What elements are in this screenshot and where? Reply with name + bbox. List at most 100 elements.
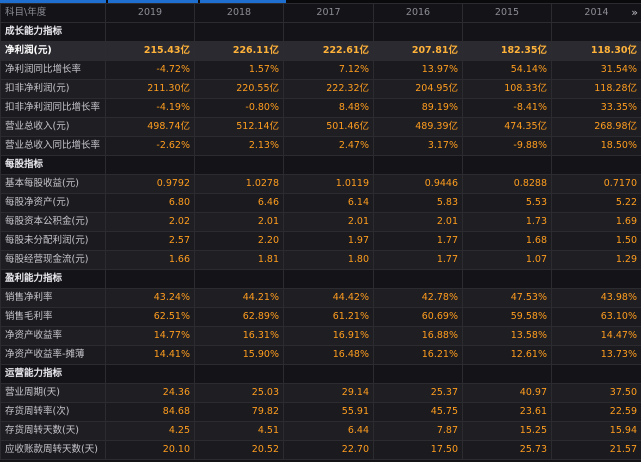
tab-indicator[interactable] xyxy=(0,0,106,3)
value-cell: 1.77 xyxy=(373,231,463,251)
value-cell: -9.88% xyxy=(462,136,552,156)
section-header-row: 运营能力指标 xyxy=(0,364,641,384)
value-cell: 12.61% xyxy=(462,345,552,365)
table-row[interactable]: 营业总收入(元) 498.74亿 512.14亿 501.46亿 489.39亿 474.… xyxy=(0,117,641,137)
value-cell: 14.41% xyxy=(105,345,195,365)
table-row[interactable]: 净利润(元) 215.43亿 226.11亿 222.61亿 207.81亿 182.35… xyxy=(0,41,641,61)
value-cell: 59.58% xyxy=(462,307,552,327)
value-cell: 5.22 xyxy=(551,193,641,213)
table-row[interactable]: 净利润同比增长率 -4.72% 1.57% 7.12% 13.97% 54.14% 31.5… xyxy=(0,60,641,80)
section-blank-cell xyxy=(462,22,552,42)
value-cell: 108.33亿 xyxy=(462,79,552,99)
value-cell: 1.80 xyxy=(283,250,374,270)
row-label: 存货周转天数(天) xyxy=(0,421,106,441)
year-header[interactable]: 2015 xyxy=(462,3,552,23)
value-cell: 25.03 xyxy=(194,383,284,403)
tab-indicator[interactable] xyxy=(200,0,286,3)
table-row[interactable]: 每股经营现金流(元) 1.66 1.81 1.80 1.77 1.07 1.29 xyxy=(0,250,641,270)
value-cell: 1.81 xyxy=(194,250,284,270)
value-cell: 79.82 xyxy=(194,402,284,422)
tab-indicator[interactable] xyxy=(108,0,198,3)
section-blank-cell xyxy=(373,269,463,289)
table-row[interactable]: 存货周转率(次) 84.68 79.82 55.91 45.75 23.61 22.59 xyxy=(0,402,641,422)
section-blank-cell xyxy=(551,269,641,289)
table-row[interactable]: 每股未分配利润(元) 2.57 2.20 1.97 1.77 1.68 1.50 xyxy=(0,231,641,251)
row-label: 净利润(元) xyxy=(0,41,106,61)
table-row[interactable]: 扣非净利润同比增长率 -4.19% -0.80% 8.48% 89.19% -8.41% 3… xyxy=(0,98,641,118)
value-cell: 62.51% xyxy=(105,307,195,327)
value-cell: 501.46亿 xyxy=(283,117,374,137)
value-cell: 222.61亿 xyxy=(283,41,374,61)
section-blank-cell xyxy=(283,269,374,289)
section-title: 成长能力指标 xyxy=(0,22,106,42)
value-cell: -4.72% xyxy=(105,60,195,80)
value-cell: 268.98亿 xyxy=(551,117,641,137)
table-row[interactable]: 净资产收益率-摊薄 14.41% 15.90% 16.48% 16.21% 12.61% 1… xyxy=(0,345,641,365)
value-cell: 207.81亿 xyxy=(373,41,463,61)
value-cell: 24.36 xyxy=(105,383,195,403)
value-cell: 21.57 xyxy=(551,440,641,460)
value-cell: 489.39亿 xyxy=(373,117,463,137)
value-cell: 25.73 xyxy=(462,440,552,460)
section-blank-cell xyxy=(194,269,284,289)
row-label: 基本每股收益(元) xyxy=(0,174,106,194)
value-cell: 1.29 xyxy=(551,250,641,270)
section-blank-cell xyxy=(462,269,552,289)
value-cell: 89.19% xyxy=(373,98,463,118)
section-blank-cell xyxy=(105,155,195,175)
year-header[interactable]: 2014 » xyxy=(551,3,641,23)
row-label: 扣非净利润同比增长率 xyxy=(0,98,106,118)
indicator-table: 科目\年度 2019 2018 2017 2016 2015 2014 » 成长能力指标 净利润(… xyxy=(0,3,641,460)
value-cell: 0.8288 xyxy=(462,174,552,194)
table-row[interactable]: 营业周期(天) 24.36 25.03 29.14 25.37 40.97 37.50 xyxy=(0,383,641,403)
value-cell: 5.53 xyxy=(462,193,552,213)
table-row[interactable]: 营业总收入同比增长率 -2.62% 2.13% 2.47% 3.17% -9.88% 18.… xyxy=(0,136,641,156)
table-row[interactable]: 销售净利率 43.24% 44.21% 44.42% 42.78% 47.53% 43.98… xyxy=(0,288,641,308)
row-label: 应收账款周转天数(天) xyxy=(0,440,106,460)
value-cell: 60.69% xyxy=(373,307,463,327)
value-cell: 20.10 xyxy=(105,440,195,460)
value-cell: 2.01 xyxy=(283,212,374,232)
section-blank-cell xyxy=(283,22,374,42)
value-cell: 14.47% xyxy=(551,326,641,346)
table-row[interactable]: 存货周转天数(天) 4.25 4.51 6.44 7.87 15.25 15.94 xyxy=(0,421,641,441)
year-header[interactable]: 2017 xyxy=(283,3,374,23)
value-cell: -0.80% xyxy=(194,98,284,118)
section-blank-cell xyxy=(551,364,641,384)
value-cell: 4.25 xyxy=(105,421,195,441)
year-header[interactable]: 2018 xyxy=(194,3,284,23)
value-cell: 5.83 xyxy=(373,193,463,213)
value-cell: 47.53% xyxy=(462,288,552,308)
row-label: 销售毛利率 xyxy=(0,307,106,327)
table-row[interactable]: 每股净资产(元) 6.80 6.46 6.14 5.83 5.53 5.22 xyxy=(0,193,641,213)
section-title: 盈利能力指标 xyxy=(0,269,106,289)
section-header-row: 成长能力指标 xyxy=(0,22,641,42)
table-row[interactable]: 销售毛利率 62.51% 62.89% 61.21% 60.69% 59.58% 63.10… xyxy=(0,307,641,327)
value-cell: 44.42% xyxy=(283,288,374,308)
value-cell: 220.55亿 xyxy=(194,79,284,99)
row-label: 每股资本公积金(元) xyxy=(0,212,106,232)
value-cell: 2.01 xyxy=(373,212,463,232)
value-cell: 204.95亿 xyxy=(373,79,463,99)
value-cell: 15.94 xyxy=(551,421,641,441)
year-header[interactable]: 2019 xyxy=(105,3,195,23)
value-cell: 4.51 xyxy=(194,421,284,441)
table-row[interactable]: 每股资本公积金(元) 2.02 2.01 2.01 2.01 1.73 1.69 xyxy=(0,212,641,232)
table-row[interactable]: 扣非净利润(元) 211.30亿 220.55亿 222.32亿 204.95亿 108.… xyxy=(0,79,641,99)
year-header[interactable]: 2016 xyxy=(373,3,463,23)
value-cell: 226.11亿 xyxy=(194,41,284,61)
value-cell: 0.9446 xyxy=(373,174,463,194)
table-row[interactable]: 应收账款周转天数(天) 20.10 20.52 22.70 17.50 25.73 21.5… xyxy=(0,440,641,460)
value-cell: 211.30亿 xyxy=(105,79,195,99)
value-cell: 498.74亿 xyxy=(105,117,195,137)
year-header-text: 2014 xyxy=(584,7,609,18)
value-cell: 0.7170 xyxy=(551,174,641,194)
value-cell: 13.97% xyxy=(373,60,463,80)
value-cell: 33.35% xyxy=(551,98,641,118)
table-row[interactable]: 基本每股收益(元) 0.9792 1.0278 1.0119 0.9446 0.8288 0… xyxy=(0,174,641,194)
table-row[interactable]: 净资产收益率 14.77% 16.31% 16.91% 16.88% 13.58% 14.4… xyxy=(0,326,641,346)
more-years-icon[interactable]: » xyxy=(631,6,638,19)
value-cell: 0.9792 xyxy=(105,174,195,194)
section-blank-cell xyxy=(462,155,552,175)
